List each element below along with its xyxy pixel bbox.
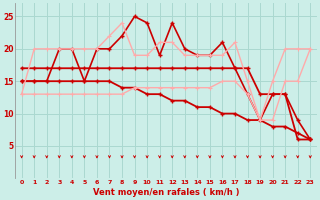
X-axis label: Vent moyen/en rafales ( km/h ): Vent moyen/en rafales ( km/h )	[93, 188, 239, 197]
